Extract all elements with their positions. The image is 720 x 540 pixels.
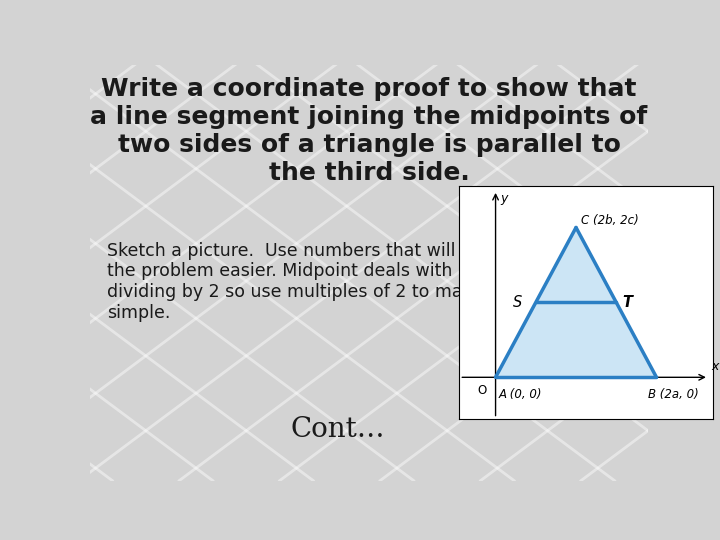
- Text: O: O: [478, 384, 487, 397]
- Text: Sketch a picture.  Use numbers that will make
the problem easier. Midpoint deals: Sketch a picture. Use numbers that will …: [107, 241, 509, 322]
- Text: Write a coordinate proof to show that
a line segment joining the midpoints of
tw: Write a coordinate proof to show that a …: [91, 77, 647, 185]
- Text: S: S: [513, 295, 523, 310]
- Text: T: T: [623, 295, 633, 310]
- Text: Cont…: Cont…: [291, 416, 385, 443]
- Text: A (0, 0): A (0, 0): [499, 388, 542, 401]
- Text: B (2a, 0): B (2a, 0): [649, 388, 699, 401]
- Text: x: x: [711, 360, 719, 373]
- Text: C (2b, 2c): C (2b, 2c): [581, 214, 639, 227]
- Polygon shape: [495, 227, 657, 377]
- Text: y: y: [500, 192, 508, 205]
